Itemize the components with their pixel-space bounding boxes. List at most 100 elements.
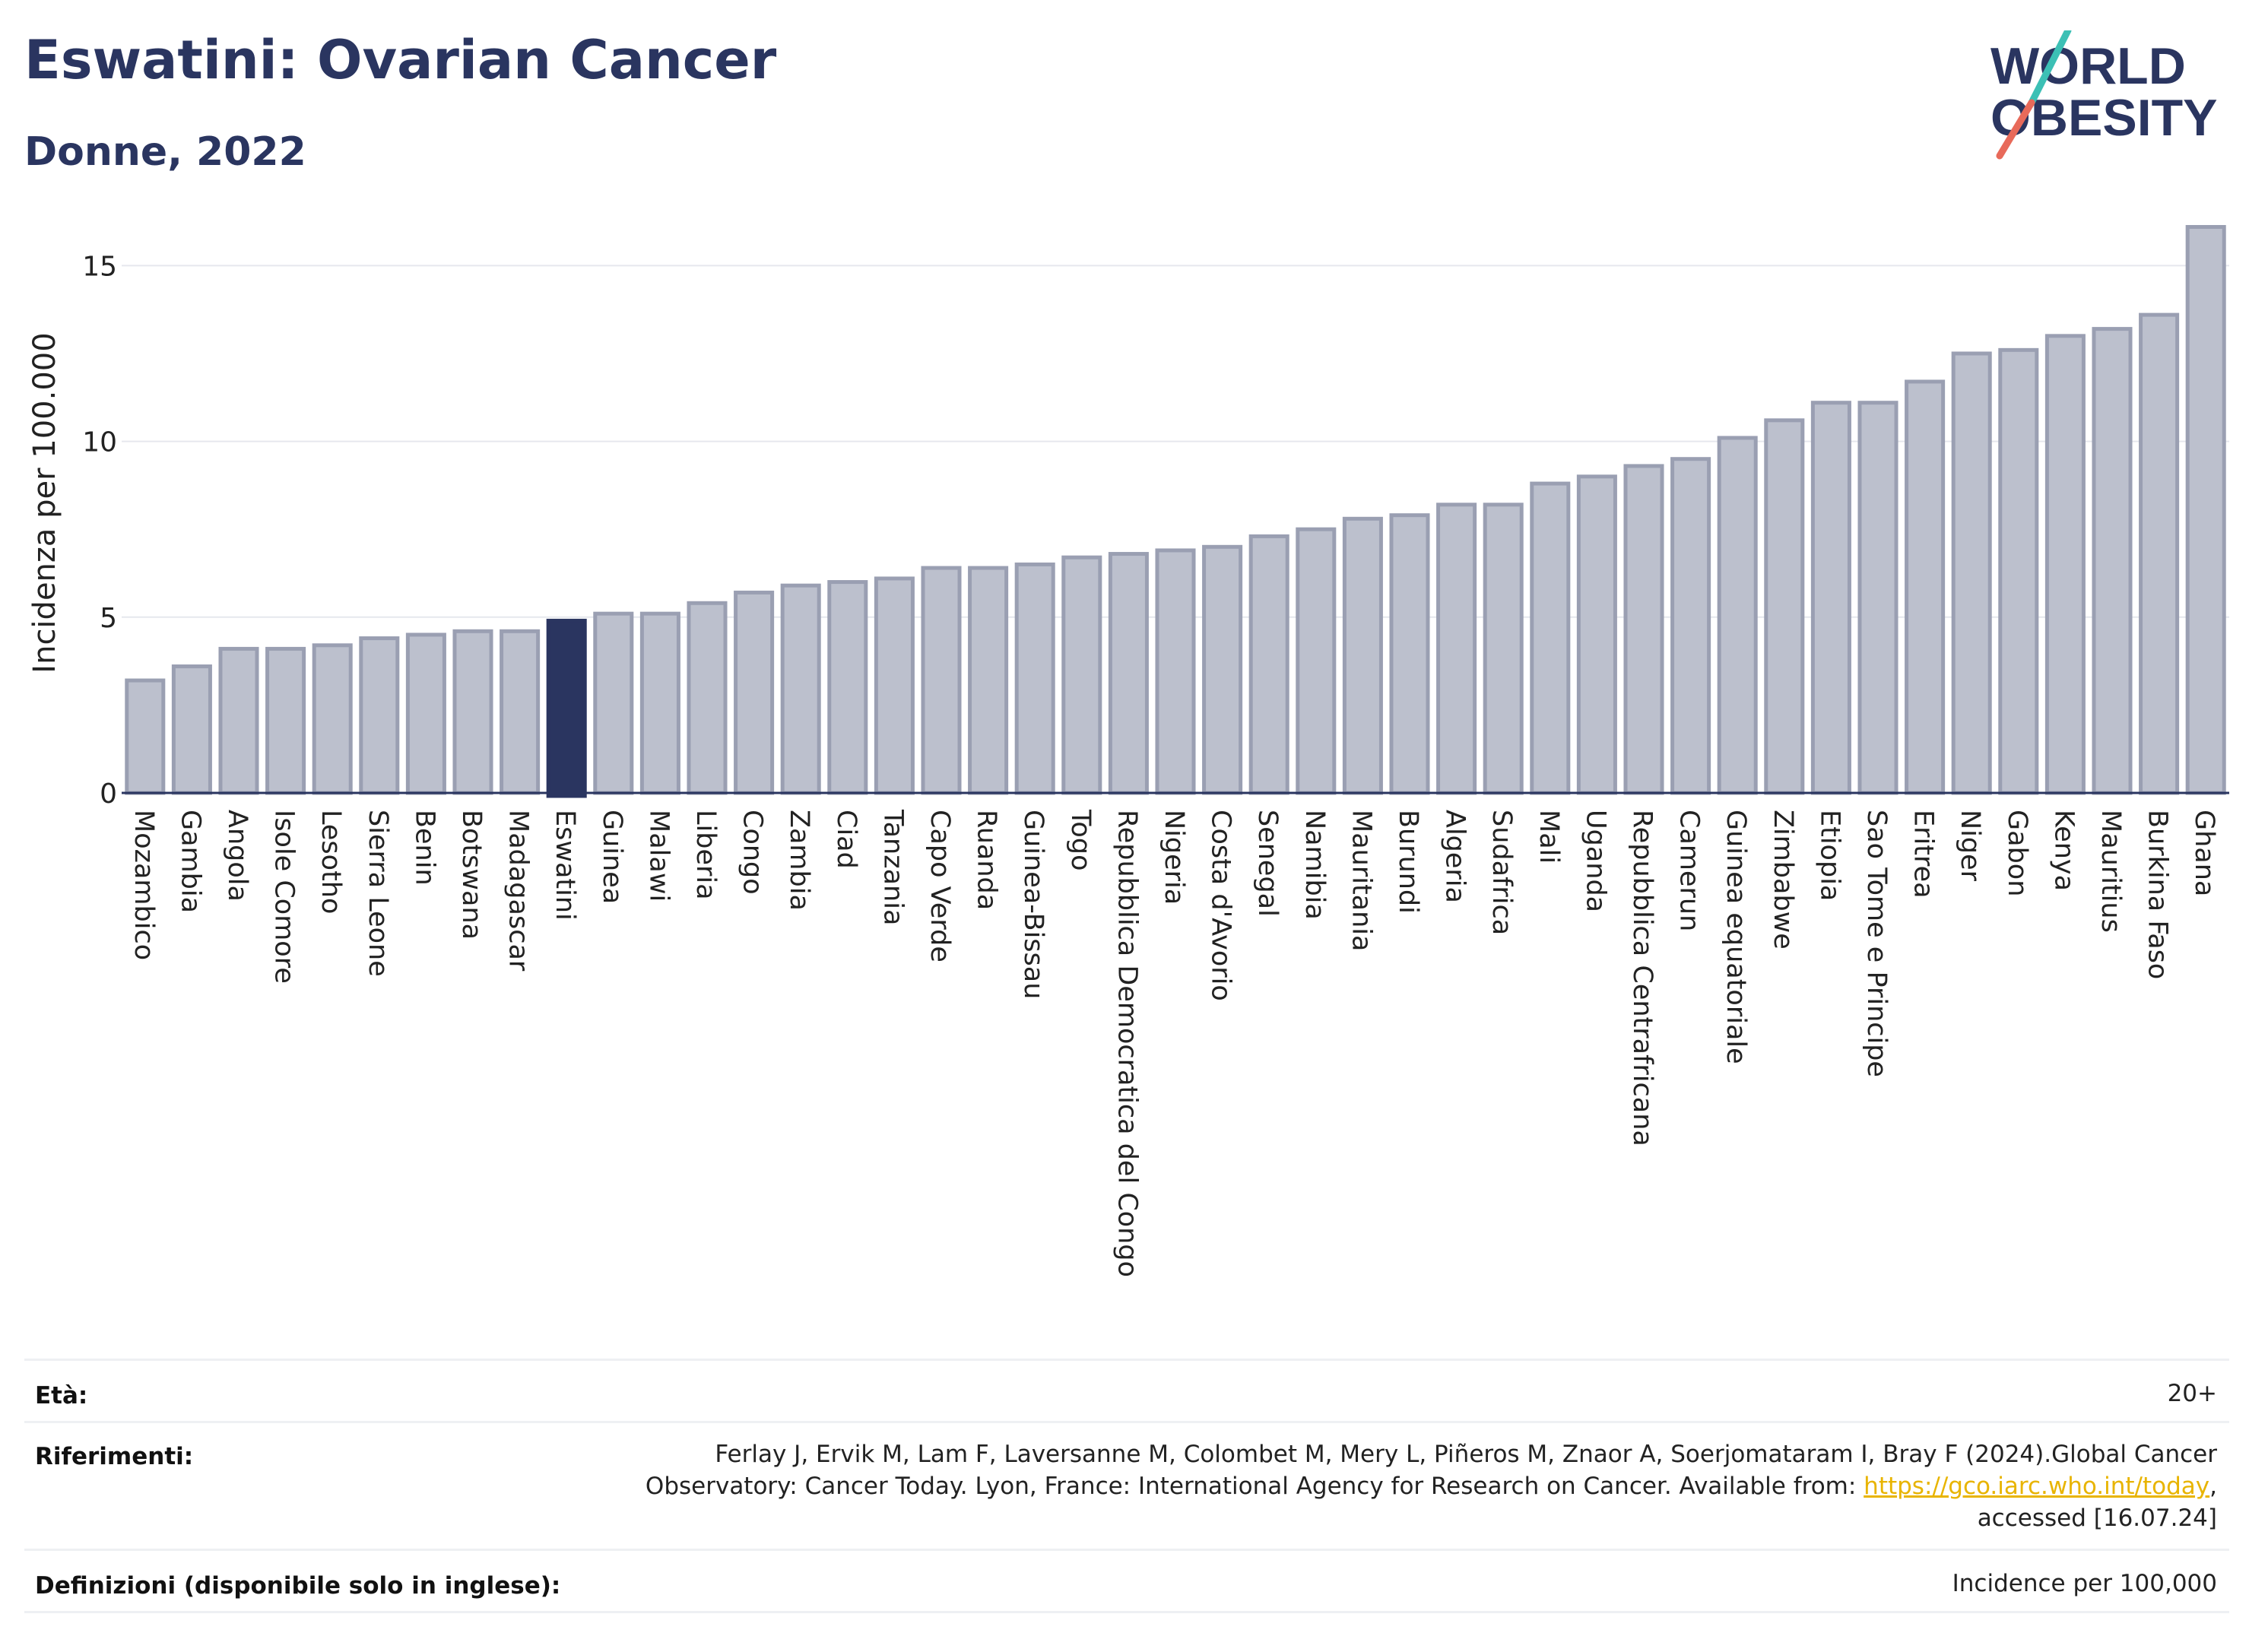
x-tick-label: Zambia [784, 810, 814, 911]
footer-row-references: Riferimenti: Ferlay J, Ervik M, Lam F, L… [24, 1421, 2229, 1551]
references-line-1: Ferlay J, Ervik M, Lam F, Laversanne M, … [715, 1441, 2217, 1468]
x-tick-label: Eswatini [550, 810, 580, 921]
bar-mauritius [2092, 327, 2133, 795]
x-tick-label: Kenya [2048, 810, 2079, 891]
footer-row-age: Età: 20+ [24, 1359, 2229, 1423]
bar-kenya [2044, 334, 2086, 795]
bar-guinea-equatoriale [1717, 436, 1758, 795]
bar-sao-tome-e-principe [1857, 401, 1898, 795]
references-link[interactable]: https://gco.iarc.who.int/today [1864, 1473, 2210, 1500]
references-line-2-end: , [2209, 1473, 2217, 1500]
x-tick-label: Ghana [2189, 810, 2219, 896]
bar-costa-d-avorio [1202, 544, 1243, 795]
bar-sierra-leone [359, 636, 400, 795]
x-tick-label: Gabon [2002, 810, 2032, 896]
bar-eritrea [1905, 379, 1946, 795]
bar-senegal [1248, 534, 1289, 795]
bar-etiopia [1810, 401, 1851, 795]
references-line-3: accessed [16.07.24] [1977, 1505, 2217, 1532]
logo-slash-coral [1996, 99, 2035, 160]
x-tick-label: Nigeria [1159, 810, 1189, 905]
x-tick-label: Togo [1065, 809, 1096, 870]
x-tick-label: Repubblica Democratica del Congo [1112, 810, 1142, 1277]
bar-niger [1951, 351, 1992, 795]
x-tick-label: Mozambico [128, 810, 159, 960]
bar-ruanda [968, 566, 1009, 795]
x-tick-label: Camerun [1674, 810, 1705, 931]
x-tick-label: Mali [1534, 810, 1564, 864]
x-tick-label: Botswana [456, 810, 487, 940]
bar-guinea-bissau [1014, 562, 1055, 795]
x-tick-label: Guinea-Bissau [1018, 810, 1048, 999]
x-tick-label: Eritrea [1908, 810, 1939, 899]
references-line-2-text: Observatory: Cancer Today. Lyon, France:… [645, 1473, 1864, 1500]
bar-eswatini [546, 618, 587, 798]
definitions-value: Incidence per 100,000 [1952, 1570, 2217, 1597]
references-label: Riferimenti: [35, 1443, 194, 1470]
x-tick-label: Algeria [1440, 810, 1470, 903]
x-tick-label: Capo Verde [925, 810, 955, 962]
x-tick-label: Isole Comore [269, 810, 300, 984]
references-line-2: Observatory: Cancer Today. Lyon, France:… [646, 1470, 2217, 1502]
x-tick-label: Burkina Faso [2143, 810, 2173, 979]
bar-ciad [827, 580, 868, 795]
bar-madagascar [500, 629, 541, 795]
bar-angola [218, 646, 259, 795]
footer-row-definitions: Definizioni (disponibile solo in inglese… [24, 1549, 2229, 1613]
bar-mauritania [1342, 516, 1383, 795]
bar-nigeria [1155, 548, 1196, 795]
bar-malawi [639, 611, 680, 795]
bar-camerun [1670, 457, 1711, 795]
x-tick-label: Tanzania [877, 809, 908, 925]
x-tick-label: Guinea [597, 810, 627, 904]
x-tick-label: Namibia [1299, 810, 1330, 920]
bar-liberia [687, 601, 728, 795]
bar-congo [734, 590, 775, 795]
bar-repubblica-democratica-del-congo [1108, 552, 1149, 795]
definitions-label: Definizioni (disponibile solo in inglese… [35, 1572, 561, 1600]
x-tick-label: Madagascar [503, 810, 534, 972]
x-tick-label: Costa d'Avorio [1206, 810, 1236, 1001]
x-tick-label: Sao Tome e Principe [1861, 810, 1892, 1077]
x-tick-label: Etiopia [1814, 810, 1845, 901]
bar-benin [405, 633, 446, 795]
bar-botswana [452, 629, 493, 795]
age-label: Età: [35, 1382, 88, 1409]
page-title: Eswatini: Ovarian Cancer [24, 29, 777, 91]
bar-gambia [171, 664, 212, 795]
x-tick-label: Sudafrica [1486, 810, 1517, 935]
x-tick-label: Congo [738, 810, 768, 895]
y-tick-label: 0 [100, 778, 117, 810]
y-axis-title: Incidenza per 100.000 [27, 332, 62, 673]
age-value: 20+ [2167, 1380, 2217, 1407]
x-tick-label: Mauritius [2095, 810, 2126, 933]
bar-guinea [593, 611, 634, 795]
y-tick-label: 15 [82, 251, 117, 282]
x-tick-label: Guinea equatoriale [1721, 810, 1751, 1064]
x-tick-label: Gambia [175, 810, 205, 913]
bar-mali [1530, 481, 1571, 795]
bar-sudafrica [1483, 503, 1524, 795]
logo-word-2: OBESITY [1990, 89, 2218, 147]
x-tick-label: Niger [1955, 810, 1985, 882]
x-tick-label: Liberia [690, 810, 721, 900]
bar-togo [1061, 555, 1102, 795]
world-obesity-logo: WORLD OBESITY [1990, 30, 2218, 160]
y-tick-label: 5 [100, 603, 117, 634]
x-tick-label: Zimbabwe [1768, 810, 1798, 950]
page-subtitle: Donne, 2022 [24, 129, 306, 175]
x-tick-label: Benin [409, 810, 439, 886]
logo-slash-teal [2028, 30, 2072, 106]
x-tick-label: Uganda [1580, 810, 1610, 912]
x-tick-label: Sierra Leone [363, 810, 393, 977]
logo-word-1: WORLD [1990, 37, 2186, 95]
x-tick-label: Malawi [643, 810, 674, 902]
x-tick-label: Ruanda [972, 810, 1002, 910]
x-tick-label: Burundi [1393, 810, 1423, 914]
bar-repubblica-centrafricana [1623, 464, 1664, 795]
bar-burkina-faso [2139, 312, 2180, 795]
y-tick-label: 10 [82, 427, 117, 458]
bar-algeria [1436, 503, 1477, 795]
bar-chart: 0 5 10 15 Incidenza per 100.000 Mozambico Gamb… [27, 224, 2229, 1277]
bar-burundi [1389, 513, 1430, 795]
